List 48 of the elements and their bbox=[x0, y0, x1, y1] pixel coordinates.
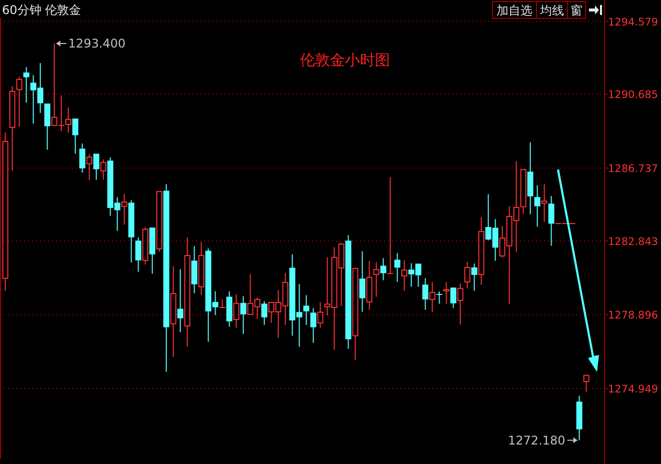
y-tick-label: 1286.737 bbox=[608, 163, 658, 176]
candlestick bbox=[359, 250, 366, 312]
chart-subtitle: 60分钟 伦敦金 bbox=[2, 3, 82, 17]
candlestick bbox=[2, 132, 8, 292]
candlestick bbox=[366, 260, 372, 310]
annotation: 1293.400 bbox=[68, 36, 126, 50]
candlestick bbox=[170, 266, 176, 358]
candlestick bbox=[121, 194, 128, 226]
candlestick bbox=[401, 260, 408, 292]
candlestick bbox=[443, 282, 450, 304]
y-tick-label: 1282.843 bbox=[608, 236, 658, 248]
candlestick bbox=[541, 184, 548, 222]
candlestick bbox=[303, 294, 310, 326]
candlestick bbox=[429, 282, 436, 312]
candlestick bbox=[394, 252, 400, 282]
candlestick bbox=[191, 246, 198, 294]
text: 伦敦金小时图 bbox=[300, 51, 390, 69]
candlestick bbox=[527, 142, 534, 215]
candlestick bbox=[345, 234, 352, 350]
candlestick bbox=[198, 242, 204, 296]
annotation: 1272.180 bbox=[508, 433, 566, 448]
y-tick-label: 1274.949 bbox=[608, 383, 658, 396]
candlestick bbox=[163, 184, 170, 372]
candlestick bbox=[373, 262, 380, 298]
candlestick bbox=[184, 236, 190, 348]
candlestick bbox=[240, 296, 246, 334]
candlestick bbox=[464, 261, 470, 289]
y-tick-label: 1278.896 bbox=[608, 310, 658, 322]
candlestick bbox=[233, 294, 240, 328]
candlestick bbox=[9, 86, 16, 172]
candlestick bbox=[457, 282, 464, 326]
candlestick bbox=[534, 184, 540, 228]
candlestick bbox=[478, 216, 484, 286]
candlestick bbox=[177, 268, 184, 333]
candlestick bbox=[471, 263, 478, 292]
candlestick bbox=[422, 278, 428, 310]
y-tick-label: 1294.579 bbox=[608, 16, 658, 28]
candlestick bbox=[380, 258, 386, 281]
annotation: 窗 bbox=[570, 4, 582, 18]
candlestick bbox=[65, 106, 72, 134]
candlestick bbox=[23, 66, 30, 104]
annotation: 均线 bbox=[539, 4, 564, 18]
candlestick bbox=[548, 196, 554, 246]
y-tick-label: 1290.685 bbox=[608, 89, 658, 102]
candlestick bbox=[310, 308, 316, 344]
candlestick bbox=[226, 290, 232, 328]
annotation: 加自选 bbox=[496, 4, 532, 18]
candlestick bbox=[317, 302, 324, 328]
